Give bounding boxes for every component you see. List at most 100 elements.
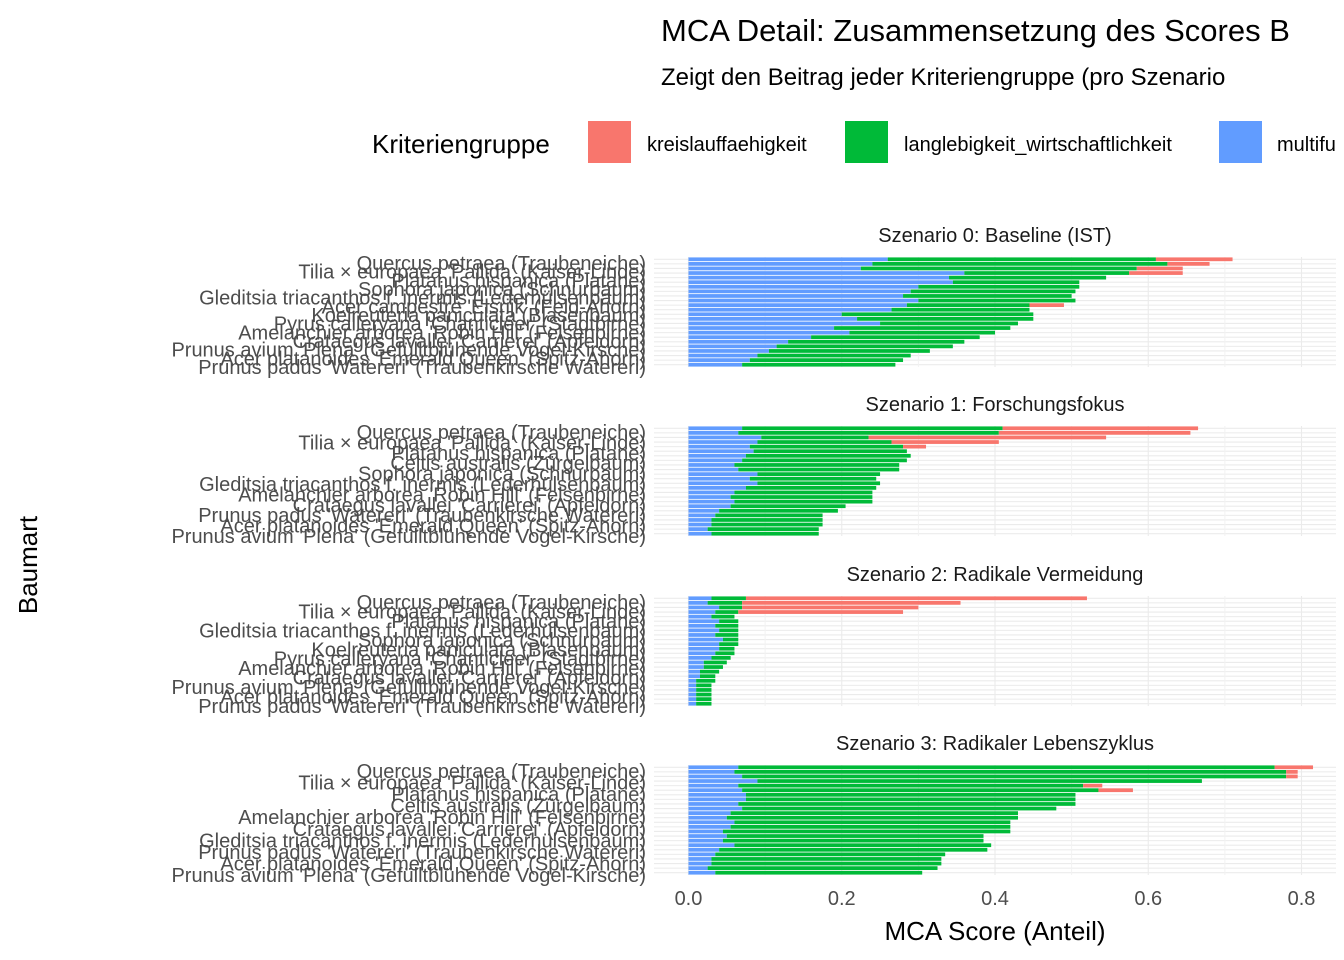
bar-segment-multifunktionalitaet [688,326,835,330]
legend-label-multifunktionalitaet: multifu [1277,134,1336,156]
bar-segment-langlebigkeit_wirtschaftlichkeit [696,697,712,702]
bar-segment-langlebigkeit_wirtschaftlichkeit [696,692,712,697]
bar-segment-langlebigkeit_wirtschaftlichkeit [738,765,1275,770]
y-tick-label: Platanus hispanica (Platane) [391,270,646,292]
y-tick-label: Quercus petraea (Traubeneiche) [357,761,646,783]
bar-segment-langlebigkeit_wirtschaftlichkeit [734,843,992,848]
bar-segment-langlebigkeit_wirtschaftlichkeit [696,688,712,692]
bar-segment-multifunktionalitaet [688,820,735,825]
bar-segment-multifunktionalitaet [688,792,746,797]
bar-segment-multifunktionalitaet [688,797,746,802]
bar-segment-multifunktionalitaet [688,275,950,280]
y-tick-label: Gleditsia triacanthos f. inermis (Lederh… [199,620,646,642]
bar-segment-multifunktionalitaet [688,701,697,706]
bar-segment-multifunktionalitaet [688,330,850,335]
y-tick-label: Acer platanoides 'Emerald Queen' (Spitz-… [220,348,646,370]
bar-segment-langlebigkeit_wirtschaftlichkeit [730,811,1018,816]
bar-segment-multifunktionalitaet [688,426,743,431]
bar-segment-kreislauffaehigkeit [1286,774,1298,779]
y-tick-label: Crataegus lavallei 'Carrierei' (Apfeldor… [293,668,646,690]
y-tick-label: Tilia × europaea 'Pallida' (Kaiser-Linde… [298,773,646,795]
bar-segment-multifunktionalitaet [688,353,758,358]
y-tick-label: Koelreuteria paniculata (Blasenbaum) [311,305,646,327]
x-axis: 0.0 0.2 0.4 0.6 0.8 [675,888,1316,910]
panel-strip-title: Szenario 0: Baseline (IST) [878,225,1111,247]
y-tick-label: Gleditsia triacanthos f. inermis (Lederh… [199,288,646,310]
bar-segment-multifunktionalitaet [688,518,712,522]
bar-segment-langlebigkeit_wirtschaftlichkeit [715,610,739,614]
bar-segment-langlebigkeit_wirtschaftlichkeit [918,298,1076,303]
bar-segment-langlebigkeit_wirtschaftlichkeit [715,651,735,656]
y-tick-label: Acer campestre 'Elsrijk' (Feld-Ahorn) [322,296,646,318]
bar-segment-langlebigkeit_wirtschaftlichkeit [906,303,1030,308]
bar-segment-langlebigkeit_wirtschaftlichkeit [715,513,823,518]
bar-segment-langlebigkeit_wirtschaftlichkeit [757,353,911,358]
y-tick-label: Quercus petraea (Traubeneiche) [357,422,646,444]
y-tick-label: Quercus petraea (Traubeneiche) [357,592,646,614]
bar-segment-multifunktionalitaet [688,651,716,656]
bar-segment-langlebigkeit_wirtschaftlichkeit [738,430,999,435]
bar-segment-langlebigkeit_wirtschaftlichkeit [910,289,1076,294]
bar-segment-langlebigkeit_wirtschaftlichkeit [703,660,727,665]
legend: Kriteriengruppe kreislauffaehigkeit lang… [372,121,1336,163]
bar-segment-langlebigkeit_wirtschaftlichkeit [742,362,896,367]
y-tick-label: Prunus padus 'Watereri' (Traubenkirsche … [198,842,646,864]
chart-title: MCA Detail: Zusammensetzung des Scores B [661,13,1290,48]
bar-segment-multifunktionalitaet [688,697,697,702]
y-axis-title: Baumart [13,515,43,614]
bar-segment-multifunktionalitaet [688,344,777,349]
x-tick-label: 0.0 [675,888,703,910]
y-tick-label: Acer platanoides 'Emerald Queen' (Spitz-… [220,687,646,709]
bar-segment-langlebigkeit_wirtschaftlichkeit [745,792,1076,797]
bar-segment-multifunktionalitaet [688,508,720,513]
bar-segment-langlebigkeit_wirtschaftlichkeit [711,531,819,536]
bar-segment-multifunktionalitaet [688,435,762,440]
bar-segment-langlebigkeit_wirtschaftlichkeit [757,472,881,477]
bar-segment-multifunktionalitaet [688,806,743,811]
bar-segment-langlebigkeit_wirtschaftlichkeit [711,861,942,866]
bar-segment-langlebigkeit_wirtschaftlichkeit [749,358,904,363]
bar-segment-multifunktionalitaet [688,312,842,317]
bar-segment-multifunktionalitaet [688,674,700,679]
y-tick-label: Quercus petraea (Traubeneiche) [357,253,646,275]
chart-panels: Szenario 0: Baseline (IST) Quercus petrae… [171,225,1336,887]
bar-segment-multifunktionalitaet [688,861,712,866]
bar-segment-langlebigkeit_wirtschaftlichkeit [734,769,1287,774]
bar-segment-langlebigkeit_wirtschaftlichkeit [757,440,892,444]
legend-swatch-langlebigkeit [845,121,888,163]
bar-segment-multifunktionalitaet [688,440,758,444]
bar-segment-langlebigkeit_wirtschaftlichkeit [857,316,1034,321]
bar-segment-multifunktionalitaet [688,458,743,463]
bar-segment-multifunktionalitaet [688,339,789,344]
bar-segment-langlebigkeit_wirtschaftlichkeit [707,866,938,871]
y-tick-label: Sophora japonica (Schnurbaum) [358,279,646,301]
bar-segment-kreislauffaehigkeit [1286,769,1298,774]
bar-segment-langlebigkeit_wirtschaftlichkeit [734,499,873,504]
bar-segment-langlebigkeit_wirtschaftlichkeit [768,349,930,353]
bar-segment-multifunktionalitaet [688,316,858,321]
y-tick-label: Tilia × europaea 'Pallida' (Kaiser-Linde… [298,432,646,454]
bar-segment-multifunktionalitaet [688,266,861,271]
bar-segment-multifunktionalitaet [688,665,704,669]
bar-segment-langlebigkeit_wirtschaftlichkeit [903,294,1072,298]
bar-segment-langlebigkeit_wirtschaftlichkeit [749,444,904,449]
bar-segment-kreislauffaehigkeit [1002,426,1199,431]
bar-segment-multifunktionalitaet [688,678,697,683]
bar-segment-multifunktionalitaet [688,358,750,363]
bar-segment-kreislauffaehigkeit [998,430,1191,435]
bar-segment-multifunktionalitaet [688,476,750,481]
bar-segment-kreislauffaehigkeit [1083,783,1103,788]
y-tick-label: Tilia × europaea 'Pallida' (Kaiser-Linde… [298,601,646,623]
bar-segment-langlebigkeit_wirtschaftlichkeit [699,669,720,674]
bar-segment-langlebigkeit_wirtschaftlichkeit [707,600,743,605]
bar-segment-langlebigkeit_wirtschaftlichkeit [742,806,1057,811]
bar-segment-langlebigkeit_wirtschaftlichkeit [730,824,1011,829]
panel-strip-title: Szenario 2: Radikale Vermeidung [847,564,1144,586]
y-tick-label: Crataegus lavallei 'Carrierei' (Apfeldor… [293,495,646,517]
bar-segment-kreislauffaehigkeit [1274,765,1314,770]
bar-segment-multifunktionalitaet [688,852,716,857]
y-tick-label: Amelanchier arborea 'Robin Hill' (Felsen… [238,658,646,680]
bar-segment-multifunktionalitaet [688,453,746,458]
bar-segment-langlebigkeit_wirtschaftlichkeit [734,490,873,495]
bar-segment-langlebigkeit_wirtschaftlichkeit [841,312,1034,317]
